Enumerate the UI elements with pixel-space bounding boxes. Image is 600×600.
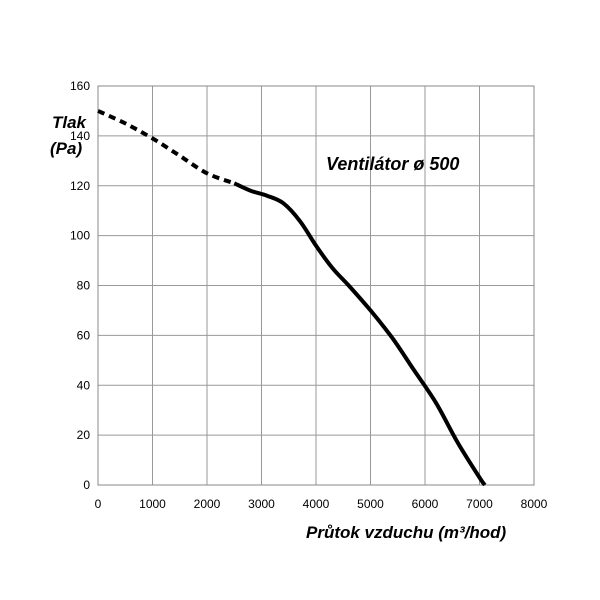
y-tick-label: 160 <box>70 79 90 93</box>
y-tick-labels: 0 20 40 60 80 100 120 140 160 <box>70 79 90 492</box>
y-tick-label: 120 <box>70 179 90 193</box>
x-tick-label: 8000 <box>521 497 548 511</box>
fan-curve-solid-segment <box>233 181 487 487</box>
y-tick-label: 20 <box>77 428 91 442</box>
x-tick-label: 0 <box>95 497 102 511</box>
y-tick-label: 0 <box>83 478 90 492</box>
y-tick-label: 80 <box>77 279 91 293</box>
x-tick-label: 3000 <box>248 497 275 511</box>
y-tick-label: 40 <box>77 378 91 392</box>
x-tick-label: 4000 <box>303 497 330 511</box>
x-tick-label: 1000 <box>139 497 166 511</box>
x-tick-label: 5000 <box>357 497 384 511</box>
x-tick-labels: 0 1000 2000 3000 4000 5000 6000 7000 8000 <box>95 497 548 511</box>
plot-frame <box>97 85 535 486</box>
chart-title: Ventilátor ø 500 <box>326 154 459 174</box>
x-tick-label: 7000 <box>466 497 493 511</box>
x-axis-title: Průtok vzduchu (m³/hod) <box>306 523 507 542</box>
y-tick-label: 100 <box>70 229 90 243</box>
y-axis-title-line2: (Pa) <box>50 139 82 158</box>
y-tick-label: 60 <box>77 328 91 342</box>
x-tick-label: 6000 <box>412 497 439 511</box>
series-lines <box>97 109 487 487</box>
y-tick-label: 140 <box>70 129 90 143</box>
y-axis-title-line1: Tlak <box>52 113 88 132</box>
x-tick-label: 2000 <box>194 497 221 511</box>
fan-curve-dashed-segment <box>97 109 235 186</box>
